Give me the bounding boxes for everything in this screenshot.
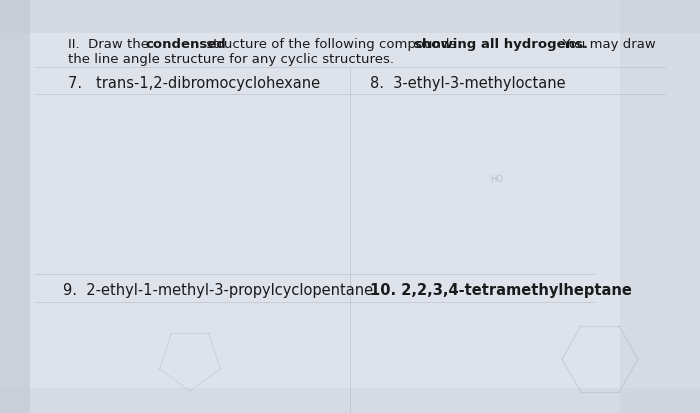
- Text: showing all hydrogens.: showing all hydrogens.: [414, 38, 588, 51]
- Bar: [620, 0, 700, 413]
- Bar: [0, 388, 700, 413]
- Text: You may draw: You may draw: [554, 38, 656, 51]
- Text: II.  Draw the: II. Draw the: [68, 38, 153, 51]
- Text: 10. 2,2,3,4-tetramethylheptane: 10. 2,2,3,4-tetramethylheptane: [370, 282, 632, 297]
- Text: 9.  2-ethyl-1-methyl-3-propylcyclopentane: 9. 2-ethyl-1-methyl-3-propylcyclopentane: [63, 282, 373, 297]
- Bar: [0, 0, 700, 34]
- Text: 8.  3-ethyl-3-methyloctane: 8. 3-ethyl-3-methyloctane: [370, 76, 566, 91]
- Text: the line angle structure for any cyclic structures.: the line angle structure for any cyclic …: [68, 53, 394, 66]
- Text: structure of the following compounds: structure of the following compounds: [202, 38, 461, 51]
- Text: HO: HO: [490, 175, 503, 183]
- Text: 7.   trans-1,2-dibromocyclohexane: 7. trans-1,2-dibromocyclohexane: [68, 76, 320, 91]
- Text: condensed: condensed: [145, 38, 226, 51]
- Bar: [0, 0, 30, 413]
